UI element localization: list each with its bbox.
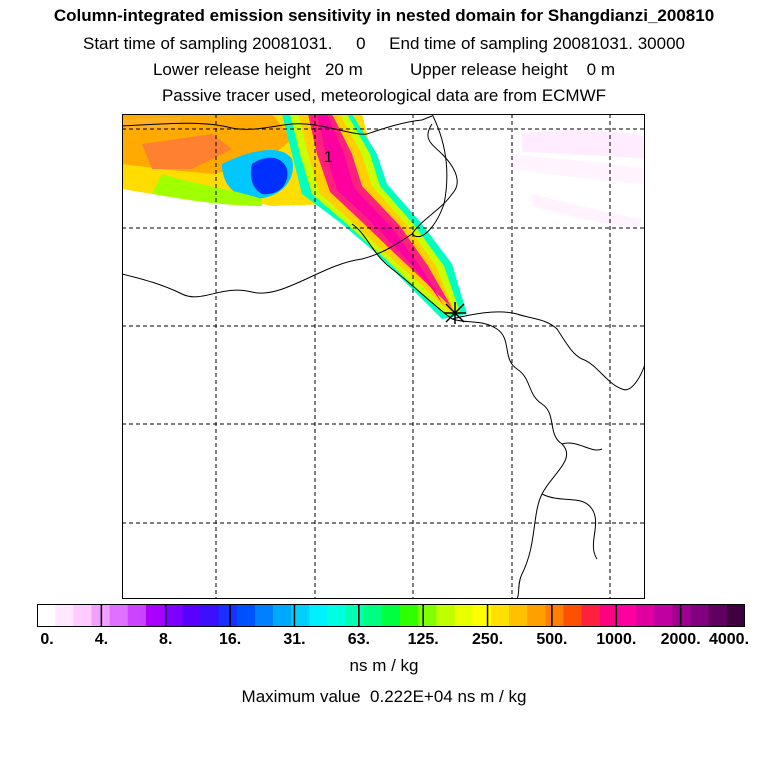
colorbar-tick-label: 4. — [94, 631, 109, 648]
colorbar-swatch — [109, 604, 129, 627]
colorbar-swatch — [490, 604, 510, 627]
colorbar-swatch — [690, 604, 710, 627]
colorbar — [36, 604, 746, 627]
colorbar-swatch — [200, 604, 220, 627]
colorbar-swatch — [672, 604, 692, 627]
receptor-star-marker — [444, 302, 466, 324]
colorbar-tick-label: 31. — [283, 631, 306, 648]
colorbar-swatch — [164, 604, 183, 627]
release-heights: Lower release height 20 m Upper release … — [152, 60, 616, 79]
colorbar-swatch — [545, 604, 565, 627]
colorbar-swatch — [708, 604, 728, 627]
maximum-value: Maximum value 0.222E+04 ns m / kg — [241, 687, 527, 706]
colorbar-swatch — [182, 604, 201, 627]
colorbar-swatch — [327, 604, 347, 627]
map-title: Column-integrated emission sensitivity i… — [53, 6, 715, 25]
colorbar-tick-label: 250. — [471, 631, 504, 648]
colorbar-tick-label: 8. — [159, 631, 173, 648]
colorbar-swatch — [309, 604, 329, 627]
colorbar-swatch — [472, 604, 492, 627]
colorbar-swatch — [527, 604, 546, 627]
colorbar-swatch — [127, 604, 147, 627]
tracer-info: Passive tracer used, meteorological data… — [161, 86, 607, 105]
colorbar-tick-label: 63. — [347, 631, 370, 648]
colorbar-swatch — [254, 604, 274, 627]
colorbar-swatch — [581, 604, 601, 627]
colorbar-swatch — [73, 604, 93, 627]
sampling-times: Start time of sampling 20081031. 0 End t… — [83, 34, 685, 53]
colorbar-swatch — [145, 604, 165, 627]
colorbar-swatch — [654, 604, 673, 627]
colorbar-swatch — [273, 604, 292, 627]
colorbar-swatch — [55, 604, 74, 627]
colorbar-tick-label: 500. — [536, 631, 568, 648]
map-panel[interactable]: 1 — [122, 114, 645, 599]
colorbar-swatch — [37, 604, 56, 627]
colorbar-tick-label: 0. — [40, 631, 54, 648]
colorbar-swatch — [291, 604, 310, 627]
colorbar-swatch — [599, 604, 619, 627]
emission-sensitivity-plume-main — [282, 114, 467, 319]
colorbar-tick-label: 16. — [218, 631, 242, 648]
colorbar-swatch — [726, 604, 746, 627]
colorbar-units: ns m / kg — [349, 656, 419, 675]
colorbar-swatch — [400, 604, 419, 627]
colorbar-swatch — [363, 604, 383, 627]
colorbar-swatch — [218, 604, 238, 627]
colorbar-tick-label: 125. — [407, 631, 439, 648]
colorbar-swatch — [418, 604, 437, 627]
colorbar-swatch — [454, 604, 474, 627]
emission-sensitivity-plume-west — [122, 114, 372, 206]
colorbar-swatch — [236, 604, 256, 627]
colorbar-swatch — [345, 604, 365, 627]
colorbar-swatch — [563, 604, 583, 627]
colorbar-tick-label: 1000. — [596, 631, 637, 648]
colorbar-swatch — [436, 604, 456, 627]
colorbar-swatch — [509, 604, 528, 627]
emission-sensitivity-faint — [512, 130, 645, 229]
colorbar-tick-label: 2000. — [660, 631, 701, 648]
colorbar-swatch — [617, 604, 637, 627]
colorbar-swatch — [636, 604, 655, 627]
colorbar-tick-label: 4000. — [708, 631, 750, 648]
graticule — [122, 114, 645, 599]
contour-label: 1 — [324, 149, 333, 166]
colorbar-swatch — [381, 604, 401, 627]
